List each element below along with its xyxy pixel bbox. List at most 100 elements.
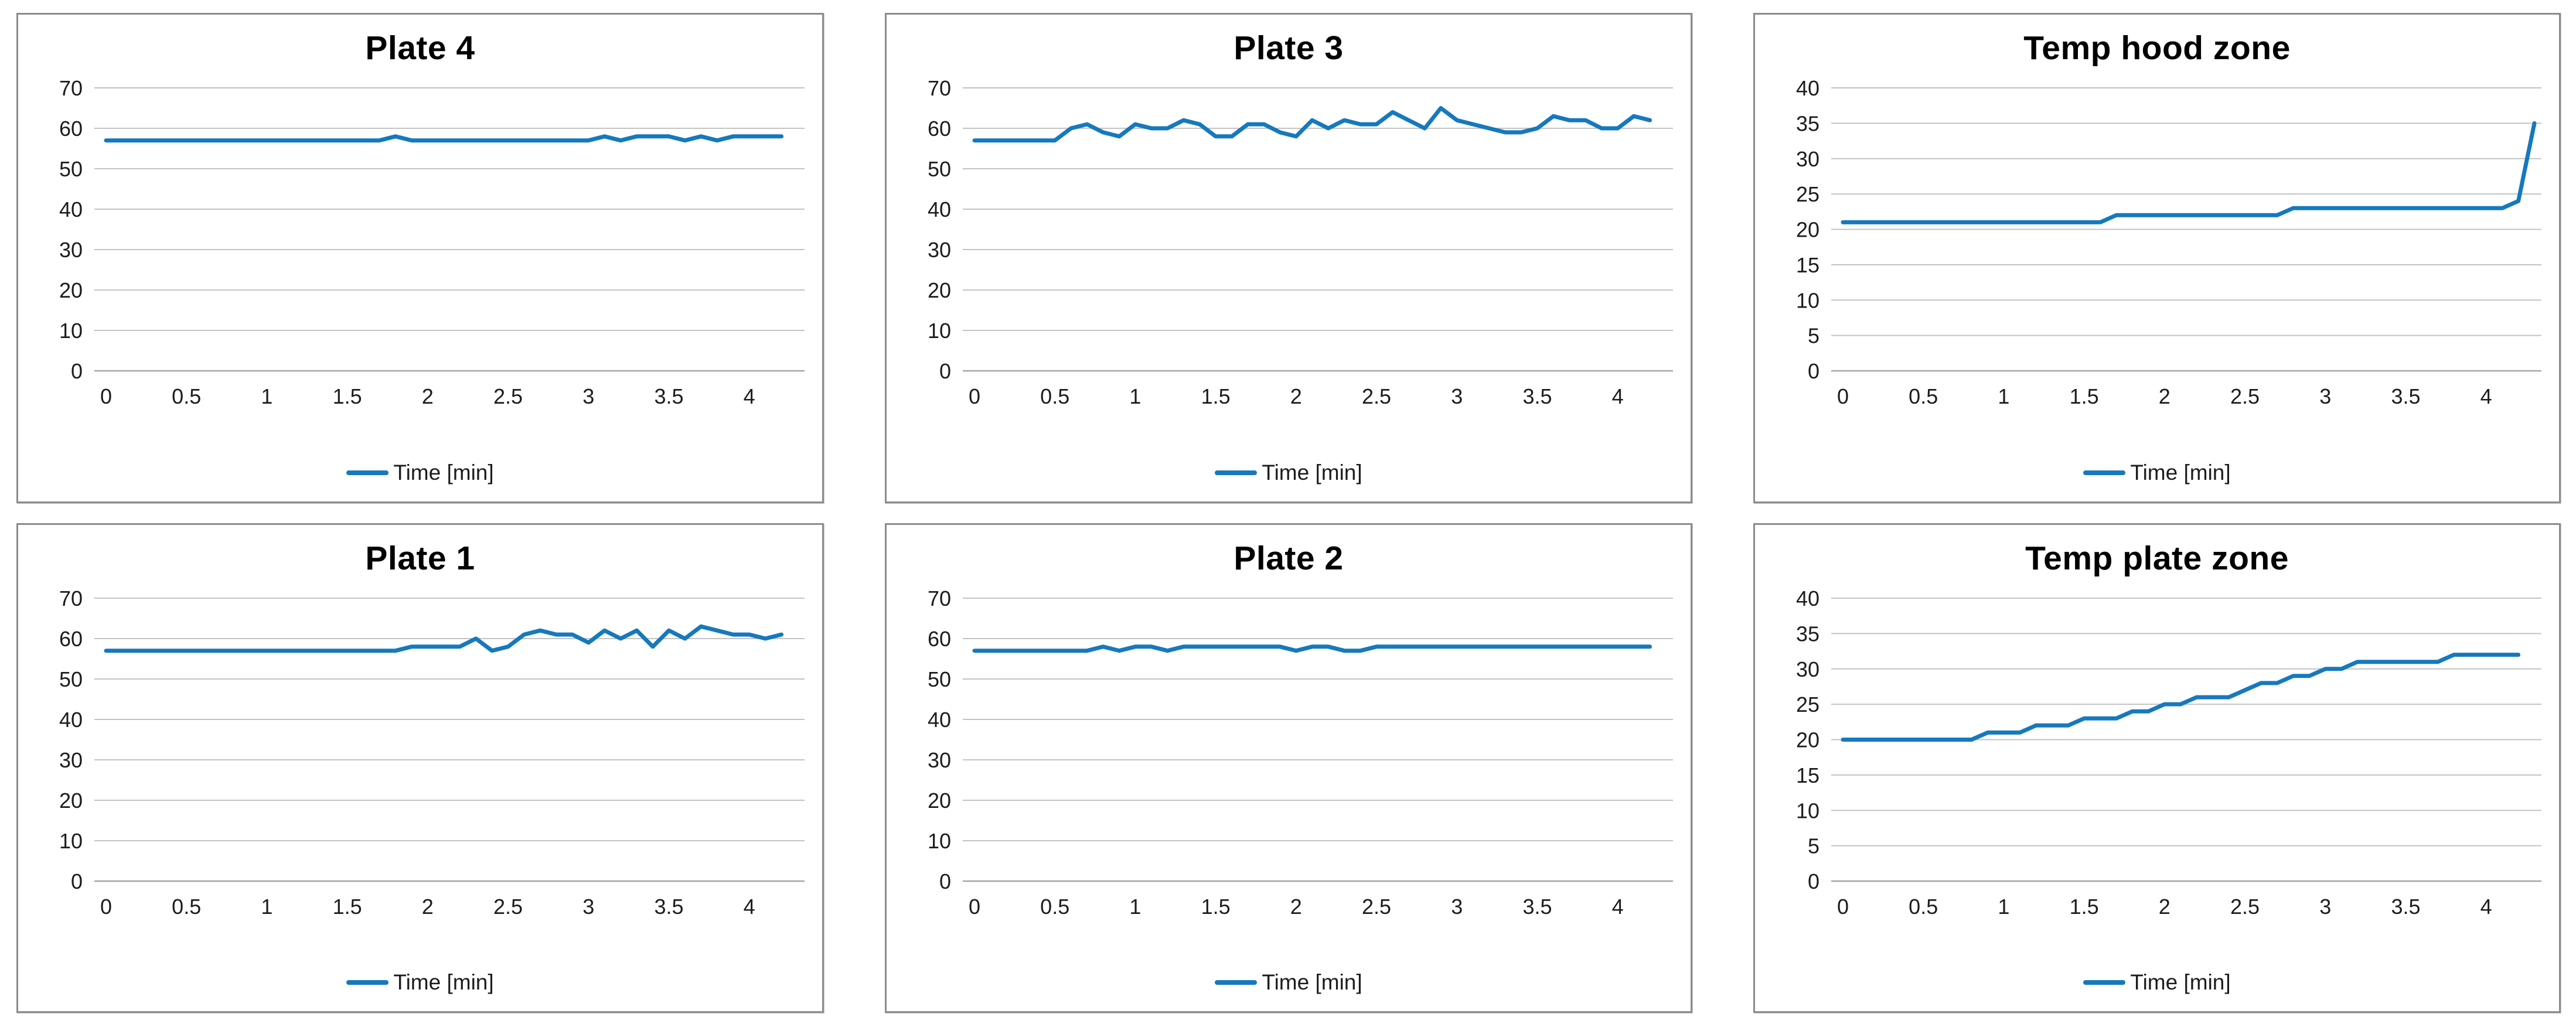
- svg-text:20: 20: [928, 278, 951, 302]
- svg-text:30: 30: [59, 238, 83, 262]
- svg-text:2: 2: [1290, 895, 1302, 919]
- chart-legend: Time [min]: [887, 460, 1691, 485]
- line-chart-temp-plate-zone: 0 5 10 15 20 25 30 35 40 0 0.5 1 1.5 2 2.5 3 3.5 4: [1796, 586, 2541, 919]
- chart-legend: Time [min]: [1755, 970, 2559, 995]
- legend-label: Time [min]: [393, 970, 494, 994]
- svg-text:0: 0: [969, 384, 980, 408]
- svg-text:3.5: 3.5: [1522, 384, 1552, 408]
- legend-line-swatch: [1215, 980, 1258, 985]
- svg-text:3: 3: [582, 895, 594, 919]
- svg-text:0: 0: [1808, 869, 1819, 893]
- svg-text:1: 1: [261, 895, 272, 919]
- svg-text:3.5: 3.5: [654, 384, 683, 408]
- svg-text:70: 70: [928, 586, 951, 610]
- svg-text:3: 3: [1451, 384, 1463, 408]
- svg-text:10: 10: [59, 319, 83, 343]
- svg-text:2.5: 2.5: [2230, 384, 2260, 408]
- legend-line-swatch: [2083, 980, 2126, 985]
- svg-text:50: 50: [928, 667, 951, 691]
- legend-label: Time [min]: [393, 460, 494, 485]
- svg-text:2.5: 2.5: [2230, 895, 2260, 919]
- legend-label: Time [min]: [1262, 460, 1362, 485]
- legend-line-swatch: [1215, 470, 1258, 475]
- svg-text:0.5: 0.5: [1909, 895, 1938, 919]
- svg-text:0: 0: [1837, 384, 1849, 408]
- svg-text:2: 2: [422, 895, 434, 919]
- svg-text:20: 20: [59, 278, 83, 302]
- svg-text:1: 1: [1129, 895, 1141, 919]
- svg-text:5: 5: [1808, 834, 1819, 858]
- svg-text:30: 30: [59, 748, 83, 772]
- svg-text:4: 4: [2480, 895, 2492, 919]
- svg-text:0: 0: [969, 895, 980, 919]
- svg-text:10: 10: [1796, 288, 1819, 312]
- svg-text:0.5: 0.5: [1040, 384, 1069, 408]
- line-chart-temp-hood-zone: 0 5 10 15 20 25 30 35 40 0 0.5 1 1.5 2 2.5 3 3.5 4: [1796, 76, 2541, 408]
- chart-title: Plate 2: [1234, 539, 1344, 577]
- svg-text:3: 3: [582, 384, 594, 408]
- chart-panel-plate-3: Plate 3 0 10 20 30 40 50 60 70 0 0.5 1 1.5 2 2.5 3 3.5 4…: [885, 13, 1692, 503]
- svg-text:40: 40: [59, 197, 83, 221]
- chart-title: Plate 1: [365, 539, 475, 577]
- svg-text:60: 60: [59, 117, 83, 141]
- svg-text:2: 2: [1290, 384, 1302, 408]
- svg-text:5: 5: [1808, 324, 1819, 348]
- svg-text:30: 30: [928, 748, 951, 772]
- chart-panel-temp-plate-zone: Temp plate zone 0 5 10 15 20 25 30 35 40 0 0.5 1 1.5…: [1753, 523, 2561, 1013]
- chart-panel-plate-1: Plate 1 0 10 20 30 40 50 60 70 0 0.5 1 1.5 2 2.5 3 3.5 4…: [16, 523, 824, 1013]
- svg-text:0: 0: [100, 384, 112, 408]
- svg-text:3.5: 3.5: [1522, 895, 1552, 919]
- svg-text:70: 70: [928, 76, 951, 100]
- svg-text:2: 2: [422, 384, 434, 408]
- svg-text:3: 3: [1451, 895, 1463, 919]
- svg-text:0: 0: [1808, 359, 1819, 383]
- svg-text:40: 40: [1796, 76, 1819, 100]
- svg-text:0.5: 0.5: [172, 384, 201, 408]
- line-chart-plate-2: 0 10 20 30 40 50 60 70 0 0.5 1 1.5 2 2.5 3 3.5 4: [928, 586, 1673, 919]
- svg-text:30: 30: [1796, 147, 1819, 171]
- svg-text:0.5: 0.5: [1040, 895, 1069, 919]
- svg-text:60: 60: [59, 627, 83, 651]
- svg-text:1.5: 1.5: [333, 895, 362, 919]
- svg-text:4: 4: [1612, 895, 1624, 919]
- svg-text:60: 60: [928, 117, 951, 141]
- chart-legend: Time [min]: [1755, 460, 2559, 485]
- svg-text:25: 25: [1796, 182, 1819, 206]
- legend-line-swatch: [346, 470, 389, 475]
- svg-text:2.5: 2.5: [1362, 895, 1391, 919]
- chart-title: Plate 3: [1234, 29, 1344, 67]
- legend-label: Time [min]: [1262, 970, 1362, 994]
- svg-text:35: 35: [1796, 622, 1819, 646]
- line-chart-plate-4: 0 10 20 30 40 50 60 70 0 0.5 1 1.5 2 2.5 3 3.5 4: [59, 76, 805, 408]
- svg-text:1: 1: [1998, 895, 2009, 919]
- svg-text:2.5: 2.5: [1362, 384, 1391, 408]
- svg-text:40: 40: [928, 197, 951, 221]
- svg-text:20: 20: [59, 789, 83, 813]
- line-chart-plate-3: 0 10 20 30 40 50 60 70 0 0.5 1 1.5 2 2.5 3 3.5 4: [928, 76, 1673, 408]
- svg-text:0: 0: [939, 359, 951, 383]
- legend-line-swatch: [346, 980, 389, 985]
- svg-text:10: 10: [59, 829, 83, 853]
- svg-text:50: 50: [59, 157, 83, 181]
- svg-text:30: 30: [928, 238, 951, 262]
- svg-text:50: 50: [928, 157, 951, 181]
- svg-text:3: 3: [2319, 895, 2331, 919]
- svg-text:20: 20: [1796, 218, 1819, 242]
- svg-text:40: 40: [1796, 586, 1819, 610]
- svg-text:10: 10: [1796, 799, 1819, 823]
- chart-legend: Time [min]: [18, 460, 822, 485]
- svg-text:2: 2: [2159, 895, 2170, 919]
- svg-text:4: 4: [2480, 384, 2492, 408]
- svg-text:1: 1: [261, 384, 272, 408]
- chart-title: Temp hood zone: [2023, 29, 2291, 67]
- svg-text:15: 15: [1796, 253, 1819, 277]
- svg-text:1: 1: [1998, 384, 2009, 408]
- svg-text:4: 4: [744, 895, 755, 919]
- chart-title: Temp plate zone: [2025, 539, 2289, 577]
- svg-text:40: 40: [59, 708, 83, 732]
- svg-text:4: 4: [744, 384, 755, 408]
- svg-text:70: 70: [59, 586, 83, 610]
- svg-text:60: 60: [928, 627, 951, 651]
- svg-text:2.5: 2.5: [493, 384, 523, 408]
